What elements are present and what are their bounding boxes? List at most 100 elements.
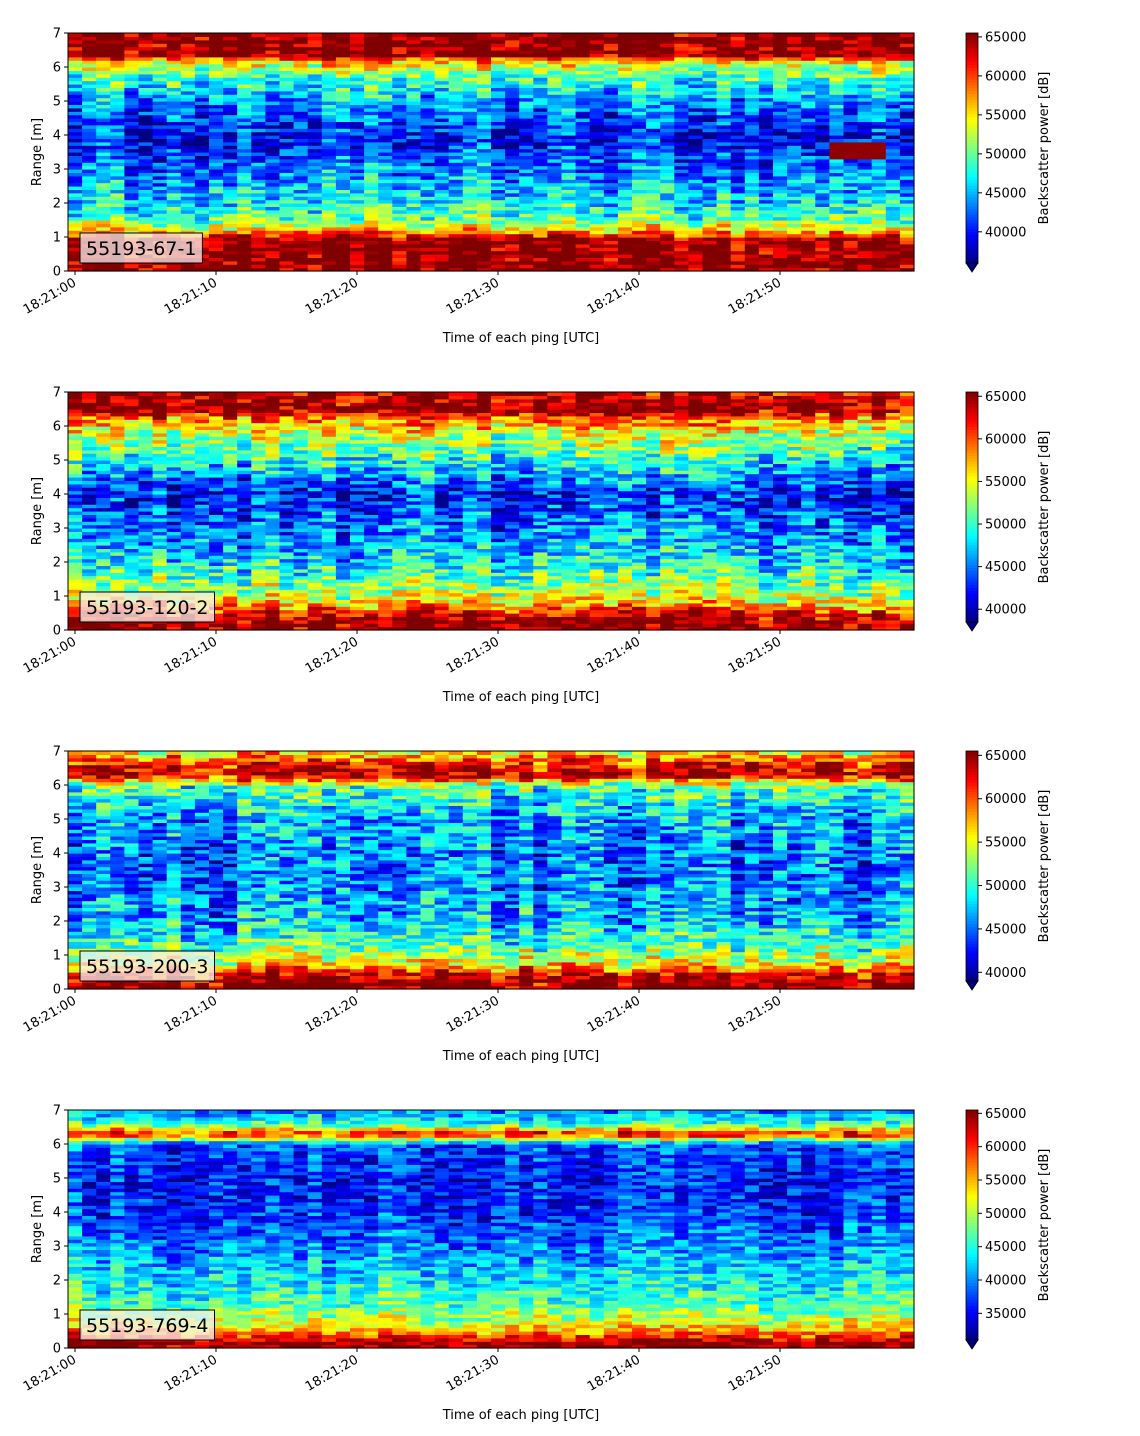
- x-tick-label: 18:21:50: [726, 1352, 784, 1394]
- x-tick-label: 18:21:10: [162, 1352, 220, 1394]
- colorbar-extend-arrow: [966, 981, 978, 990]
- station-label: 55193-769-4: [80, 1310, 215, 1340]
- x-tick-label: 18:21:10: [162, 634, 220, 676]
- y-tick-label: 3: [53, 522, 61, 537]
- x-tick-label: 18:21:10: [162, 993, 220, 1035]
- colorbar-label: Backscatter power [dB]: [1037, 431, 1052, 584]
- y-tick-label: 6: [53, 1138, 61, 1153]
- y-axis-label: Range [m]: [30, 477, 45, 545]
- y-tick-label: 0: [53, 624, 61, 639]
- y-tick-label: 6: [53, 61, 61, 76]
- y-axis-label: Range [m]: [30, 1195, 45, 1263]
- station-label-text: 55193-67-1: [86, 238, 196, 260]
- y-tick-label: 1: [53, 1308, 61, 1323]
- y-tick-label: 6: [53, 779, 61, 794]
- station-label-text: 55193-200-3: [86, 956, 209, 978]
- x-tick-label: 18:21:20: [303, 275, 361, 317]
- colorbar-tick-label: 35000: [985, 1307, 1026, 1322]
- colorbar-tick-label: 50000: [985, 147, 1026, 162]
- station-label: 55193-67-1: [80, 233, 202, 263]
- colorbar-tick-label: 55000: [985, 475, 1026, 490]
- x-tick-label: 18:21:40: [585, 993, 643, 1035]
- colorbar-label: Backscatter power [dB]: [1037, 790, 1052, 943]
- echogram-panel-3: 0 1 2 3 4 5 6 7 18:21:00 18:21:10 18:21:20 18:21:30…: [21, 745, 1052, 1065]
- colorbar-tick-label: 55000: [985, 1174, 1026, 1189]
- colorbar-tick-label: 60000: [985, 432, 1026, 447]
- y-tick-label: 0: [53, 983, 61, 998]
- x-tick-label: 18:21:50: [726, 634, 784, 676]
- y-tick-label: 5: [53, 95, 61, 110]
- y-tick-label: 3: [53, 163, 61, 178]
- y-tick-label: 2: [53, 556, 61, 571]
- colorbar-tick-label: 55000: [985, 836, 1026, 851]
- y-tick-label: 2: [53, 197, 61, 212]
- y-tick-label: 5: [53, 813, 61, 828]
- colorbar-extend-arrow: [966, 622, 978, 631]
- colorbar-tick-label: 55000: [985, 108, 1026, 123]
- x-tick-label: 18:21:30: [444, 634, 502, 676]
- y-tick-label: 3: [53, 881, 61, 896]
- colorbar-label: Backscatter power [dB]: [1037, 72, 1052, 225]
- x-axis-label: Time of each ping [UTC]: [442, 690, 600, 705]
- y-tick-label: 4: [53, 129, 61, 144]
- station-label-text: 55193-120-2: [86, 597, 209, 619]
- colorbar: 400004500050000550006000065000Backscatte…: [966, 30, 1052, 272]
- y-axis-label: Range [m]: [30, 118, 45, 186]
- y-tick-label: 4: [53, 847, 61, 862]
- colorbar-extend-arrow: [966, 1340, 978, 1349]
- station-label-text: 55193-769-4: [86, 1315, 209, 1337]
- colorbar-tick-label: 50000: [985, 518, 1026, 533]
- colorbar-tick-label: 45000: [985, 1240, 1026, 1255]
- y-tick-label: 1: [53, 949, 61, 964]
- y-tick-label: 2: [53, 915, 61, 930]
- y-axis-label: Range [m]: [30, 836, 45, 904]
- y-tick-label: 5: [53, 454, 61, 469]
- station-label: 55193-120-2: [80, 592, 215, 622]
- y-tick-label: 3: [53, 1240, 61, 1255]
- y-tick-label: 7: [53, 1104, 61, 1119]
- y-tick-label: 0: [53, 1342, 61, 1357]
- colorbar-tick-label: 40000: [985, 966, 1026, 981]
- colorbar-tick-label: 65000: [985, 30, 1026, 45]
- y-tick-label: 4: [53, 488, 61, 503]
- colorbar-tick-label: 60000: [985, 1140, 1026, 1155]
- colorbar-tick-label: 65000: [985, 390, 1026, 405]
- colorbar-tick-label: 45000: [985, 922, 1026, 937]
- y-tick-label: 0: [53, 265, 61, 280]
- y-tick-label: 7: [53, 27, 61, 42]
- x-tick-label: 18:21:00: [21, 1352, 79, 1394]
- colorbar-tick-label: 60000: [985, 69, 1026, 84]
- x-tick-label: 18:21:00: [21, 634, 79, 676]
- x-tick-label: 18:21:20: [303, 634, 361, 676]
- y-tick-label: 7: [53, 745, 61, 760]
- x-axis-label: Time of each ping [UTC]: [442, 1408, 600, 1423]
- colorbar: 400004500050000550006000065000Backscatte…: [966, 749, 1052, 990]
- y-tick-label: 4: [53, 1206, 61, 1221]
- y-tick-label: 1: [53, 231, 61, 246]
- y-tick-label: 7: [53, 386, 61, 401]
- y-tick-label: 2: [53, 1274, 61, 1289]
- x-tick-label: 18:21:30: [444, 993, 502, 1035]
- colorbar-tick-label: 45000: [985, 186, 1026, 201]
- x-tick-label: 18:21:30: [444, 1352, 502, 1394]
- colorbar-tick-label: 50000: [985, 879, 1026, 894]
- y-tick-label: 1: [53, 590, 61, 605]
- colorbar-tick-label: 40000: [985, 1274, 1026, 1289]
- colorbar: 35000400004500050000550006000065000Backs…: [966, 1107, 1052, 1349]
- colorbar-extend-arrow: [966, 263, 978, 272]
- x-tick-label: 18:21:40: [585, 1352, 643, 1394]
- x-tick-label: 18:21:30: [444, 275, 502, 317]
- colorbar-tick-label: 40000: [985, 603, 1026, 618]
- x-axis-label: Time of each ping [UTC]: [442, 331, 600, 346]
- colorbar-tick-label: 65000: [985, 1107, 1026, 1122]
- x-tick-label: 18:21:00: [21, 993, 79, 1035]
- x-tick-label: 18:21:20: [303, 993, 361, 1035]
- x-tick-label: 18:21:50: [726, 993, 784, 1035]
- x-tick-label: 18:21:40: [585, 275, 643, 317]
- colorbar-tick-label: 65000: [985, 749, 1026, 764]
- colorbar-tick-label: 50000: [985, 1207, 1026, 1222]
- x-tick-label: 18:21:50: [726, 275, 784, 317]
